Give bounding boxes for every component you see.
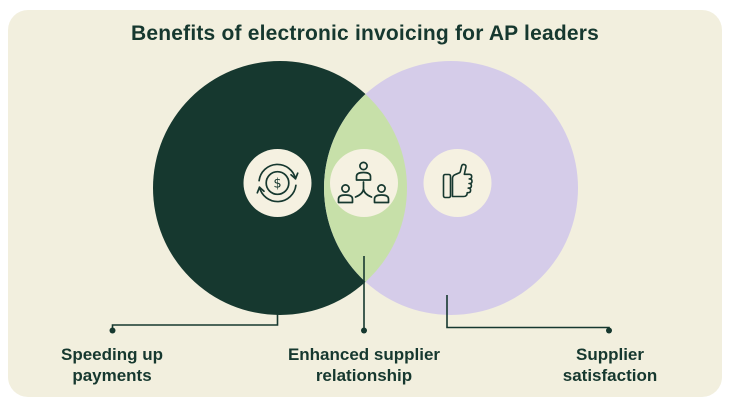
label-supplier-satisfaction: Supplier satisfaction [562,345,658,386]
org-chart-people-icon [337,161,390,204]
page-title: Benefits of electronic invoicing for AP … [130,22,600,45]
label-enhanced-supplier-relationship: Enhanced supplier relationship [287,345,441,386]
connector-left [109,311,279,334]
icon-badge-left [243,149,312,217]
money-cycle-icon: $ [256,163,299,203]
thumbs-up-icon [442,163,473,199]
svg-text:$: $ [273,177,281,192]
venn-overlap-lens [324,61,407,315]
connector-right [446,295,612,334]
connector-middle [361,256,367,334]
label-speeding-up-payments: Speeding up payments [61,345,163,386]
icon-badge-right [423,149,492,217]
